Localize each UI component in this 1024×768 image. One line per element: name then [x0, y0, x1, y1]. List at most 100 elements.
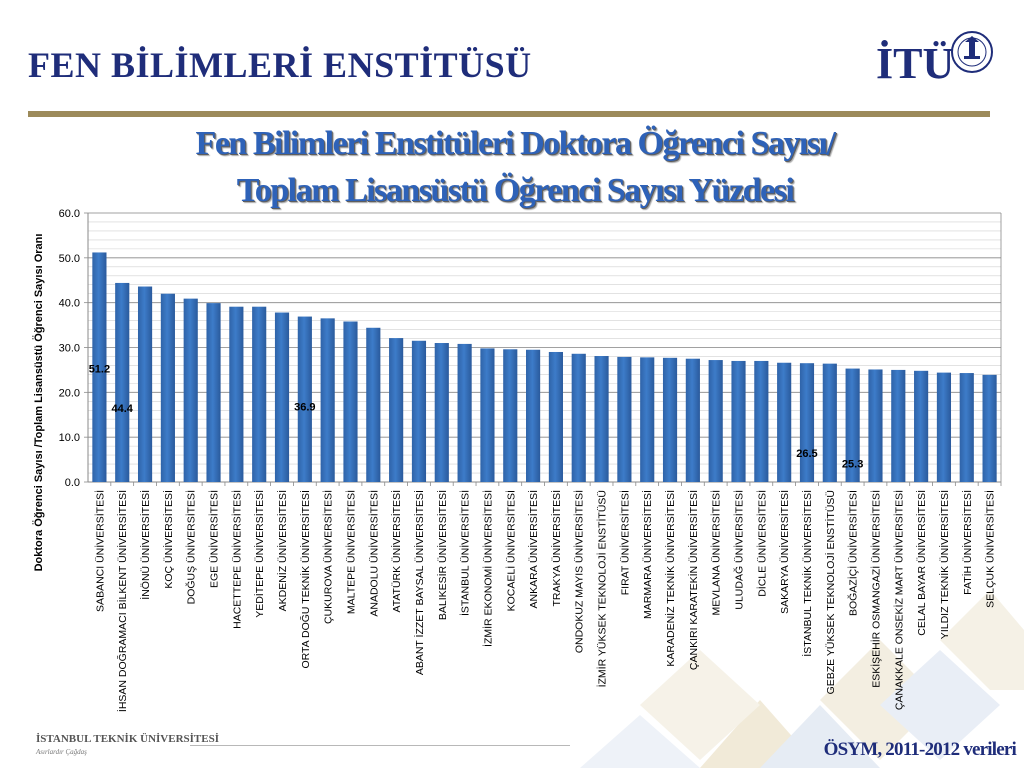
x-tick-label: İZMİR EKONOMİ ÜNİVERSİTESİ [481, 490, 494, 647]
x-tick-label: İNÖNÜ ÜNİVERSİTESİ [139, 490, 152, 600]
bar [457, 343, 472, 482]
bar [160, 293, 175, 482]
x-tick-label: FIRAT ÜNİVERSİTESİ [618, 490, 631, 595]
y-tick-label: 20.0 [59, 387, 80, 399]
bar [92, 252, 107, 482]
x-tick-label: ANKARA ÜNİVERSİTESİ [527, 490, 540, 608]
data-label: 36.9 [294, 402, 315, 414]
x-tick-label: SELÇUK ÜNİVERSİTESİ [984, 490, 997, 608]
x-tick-label: DOĞUŞ ÜNİVERSİTESİ [185, 490, 198, 604]
bar [868, 369, 883, 482]
header-divider [28, 111, 990, 117]
x-tick-label: MARMARA ÜNİVERSİTESİ [641, 490, 654, 619]
bar [366, 327, 381, 482]
y-tick-label: 50.0 [59, 253, 80, 265]
x-tick-label: SABANCI ÜNİVERSİTESİ [93, 490, 106, 612]
footer-source: ÖSYM, 2011-2012 verileri [823, 739, 1017, 760]
bar [959, 373, 974, 482]
bar [936, 372, 952, 482]
footer-motto: Asırlardır Çağdaş [36, 748, 87, 756]
bar [548, 351, 563, 482]
bar [845, 368, 860, 482]
chart-title-line-1: Fen Bilimleri Enstitüleri Doktora Öğrenc… [195, 125, 836, 162]
x-tick-label: GEBZE YÜKSEK TEKNOLOJİ ENSTİTÜSÜ [824, 490, 837, 694]
bar [731, 360, 746, 482]
bar [571, 353, 586, 482]
x-tick-label: HACETTEPE ÜNİVERSİTESİ [230, 490, 243, 629]
x-tick-label: SAKARYA ÜNİVERSİTESİ [778, 490, 791, 614]
bar [320, 318, 335, 482]
x-tick-label: KOCAELİ ÜNİVERSİTESİ [504, 490, 517, 611]
x-tick-label: İZMİR YÜKSEK TEKNOLOJİ ENSTİTÜSÜ [596, 490, 609, 687]
data-label: 44.4 [112, 403, 134, 415]
y-tick-label: 10.0 [59, 432, 80, 444]
bar [891, 369, 906, 482]
x-tick-label: DİCLE ÜNİVERSİTESİ [755, 490, 768, 597]
itu-logo: İTÜ [876, 26, 996, 98]
bar [115, 282, 130, 482]
x-tick-label: ABANT İZZET BAYSAL ÜNİVERSİTESİ [413, 490, 426, 675]
x-tick-label: ÇANKIRI KARATEKİN ÜNİVERSİTESİ [687, 490, 700, 670]
y-tick-label: 30.0 [59, 343, 80, 355]
x-tick-label: KARADENİZ TEKNİK ÜNİVERSİTESİ [664, 490, 677, 667]
y-tick-label: 0.0 [65, 477, 80, 489]
x-tick-label: FATİH ÜNİVERSİTESİ [961, 490, 974, 595]
bar [137, 286, 153, 482]
y-tick-label: 60.0 [59, 208, 80, 220]
bar [754, 360, 769, 482]
bar [343, 321, 358, 482]
itu-seal-icon [951, 31, 993, 73]
data-label: 25.3 [842, 459, 863, 471]
footer-divider [190, 745, 570, 746]
y-tick-label: 40.0 [59, 298, 80, 310]
x-tick-label: KOÇ ÜNİVERSİTESİ [162, 490, 175, 589]
bar [914, 370, 929, 482]
bar [297, 316, 312, 482]
page-title: FEN BİLİMLERİ ENSTİTÜSÜ [28, 45, 532, 85]
chart-title: Fen Bilimleri Enstitüleri Doktora Öğrenc… [60, 120, 970, 214]
x-tick-label: ÇUKUROVA ÜNİVERSİTESİ [322, 490, 335, 624]
x-tick-label: MEVLANA ÜNİVERSİTESİ [710, 490, 723, 615]
x-tick-label: YEDİTEPE ÜNİVERSİTESİ [253, 490, 266, 618]
x-tick-label: İSTANBUL ÜNİVERSİTESİ [459, 490, 472, 616]
bar [662, 357, 678, 482]
x-tick-label: TRAKYA ÜNİVERSİTESİ [550, 490, 563, 607]
data-label: 26.5 [796, 448, 817, 460]
bar [389, 338, 404, 482]
chart-title-line-2: Toplam Lisansüstü Öğrenci Sayısı Yüzdesi [236, 172, 795, 209]
x-tick-label: CELAL BAYAR ÜNİVERSİTESİ [915, 490, 928, 636]
y-axis-title: Doktora Öğrenci Sayısı /Toplam Lisansüst… [32, 234, 45, 572]
x-tick-label: İHSAN DOĞRAMACI BİLKENT ÜNİVERSİTESİ [116, 490, 129, 712]
bar [594, 356, 609, 482]
bar [822, 363, 837, 482]
bar [229, 306, 244, 482]
bar [411, 340, 427, 482]
logo-text: İTÜ [876, 39, 955, 88]
bar [526, 349, 541, 482]
x-tick-label: ULUDAĞ ÜNİVERSİTESİ [733, 490, 746, 610]
bar [274, 312, 290, 482]
bar [777, 362, 792, 482]
x-tick-label: ANADOLU ÜNİVERSİTESİ [367, 490, 380, 617]
x-tick-label: EGE ÜNİVERSİTESİ [208, 490, 221, 588]
bar [480, 348, 495, 482]
bar [617, 356, 632, 482]
x-tick-label: ONDOKUZ MAYIS ÜNİVERSİTESİ [573, 490, 586, 653]
x-tick-label: YILDIZ TEKNİK ÜNİVERSİTESİ [938, 490, 951, 639]
x-tick-label: İSTANBUL TEKNİK ÜNİVERSİTESİ [801, 490, 814, 657]
x-tick-label: ORTA DOĞU TEKNİK ÜNİVERSİTESİ [299, 490, 312, 669]
bar [252, 306, 267, 482]
data-label: 51.2 [89, 363, 110, 375]
bar [685, 358, 700, 482]
x-tick-label: ESKİŞEHİR OSMANGAZİ ÜNİVERSİTESİ [869, 490, 882, 688]
bar [503, 349, 518, 482]
bar [640, 357, 655, 482]
bar [799, 363, 815, 482]
bar [183, 298, 198, 482]
bar [708, 360, 723, 482]
bar [434, 343, 449, 482]
footer-university-name: İSTANBUL TEKNİK ÜNİVERSİTESİ [36, 733, 219, 745]
x-tick-label: MALTEPE ÜNİVERSİTESİ [344, 490, 357, 614]
